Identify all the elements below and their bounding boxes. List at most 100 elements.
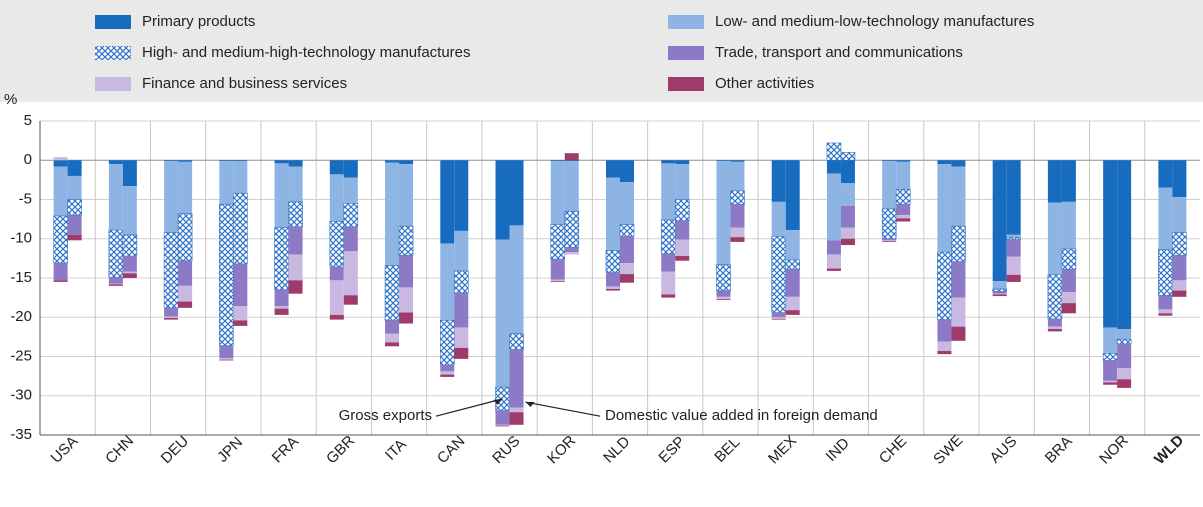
bar-segment (895, 188, 911, 205)
bar-segment (1172, 197, 1187, 233)
y-tick-label: 0 (24, 151, 32, 168)
bar-segment (122, 271, 137, 274)
bar-segment (882, 240, 897, 242)
bar-segment (674, 199, 690, 221)
bar-segment (288, 254, 303, 281)
legend-swatch (668, 15, 704, 29)
bar-segment (233, 192, 248, 265)
bar-segment (329, 174, 344, 222)
bar-segment (730, 161, 745, 191)
bar-segment (992, 288, 1007, 292)
bar-segment (1172, 290, 1187, 297)
bar-segment (840, 183, 855, 206)
bar-segment (1158, 295, 1173, 310)
bar-segment (606, 286, 620, 289)
bar-segment (509, 407, 524, 413)
bar-segment (343, 160, 358, 178)
bar-segment (122, 160, 137, 187)
bar-segment (826, 254, 841, 269)
bar-segment (1061, 303, 1076, 314)
bar-segment (661, 294, 676, 298)
bar-segment (343, 177, 358, 204)
bar-segment (219, 359, 234, 361)
bar-segment (454, 230, 469, 271)
bar-segment (785, 310, 800, 315)
legend: Primary products Low- and medium-low-tech… (95, 13, 1034, 92)
legend-swatch (668, 77, 704, 91)
bar-segment (1047, 326, 1062, 330)
bar-segment (550, 281, 565, 282)
bar-segment (716, 161, 731, 265)
bar-segment (108, 284, 123, 286)
bar-segment (785, 269, 800, 297)
bar-segment (771, 160, 786, 202)
y-tick-label: -20 (10, 308, 32, 325)
bar-segment (219, 345, 234, 359)
bar-segment (122, 256, 137, 272)
bar-segment (440, 374, 455, 377)
bar-segment (329, 221, 345, 268)
bar-segment (1158, 187, 1173, 250)
bar-segment (343, 251, 358, 296)
bar-segment (771, 312, 786, 318)
bar-segment (619, 224, 635, 237)
bar-segment (440, 243, 455, 321)
bar-segment (716, 264, 731, 291)
bar-segment (1103, 382, 1118, 385)
bar-segment (840, 227, 855, 239)
bar-segment (233, 160, 248, 162)
bar-segment (53, 280, 68, 282)
y-tick-label: -15 (10, 269, 32, 286)
bar-segment (1172, 280, 1187, 291)
bar-segment (992, 160, 1007, 282)
bar-segment (343, 295, 358, 305)
bar-segment (164, 161, 179, 233)
bar-segment (509, 160, 524, 226)
bar-segment (399, 160, 414, 165)
bar-segment (1103, 380, 1118, 383)
bar-segment (951, 261, 966, 298)
bar-segment (1158, 309, 1173, 314)
bar-segment (454, 347, 469, 359)
bar-segment (343, 226, 358, 252)
bar-segment (53, 157, 68, 161)
bar-segment (826, 173, 841, 241)
bar-segment (620, 263, 634, 275)
bar-segment (660, 219, 676, 254)
bar-segment (509, 333, 524, 350)
bar-segment (1103, 160, 1118, 328)
x-tick-label: AUS (987, 433, 1021, 467)
annotation-arrow (525, 401, 601, 417)
bar-segment (108, 283, 123, 285)
bar-segment (1047, 274, 1063, 320)
bar-segment (992, 281, 1007, 289)
bar-segment (1158, 160, 1173, 188)
bar-segment (385, 162, 400, 266)
bar-segment (606, 288, 620, 291)
bar-segment (1116, 338, 1132, 345)
bar-segment (771, 236, 787, 313)
bar-segment (564, 153, 579, 161)
bar-segment (1047, 160, 1062, 203)
bar-segment (399, 164, 414, 227)
bar-segment (274, 306, 289, 309)
bar-segment (53, 215, 68, 264)
y-tick-label: -30 (10, 387, 32, 404)
bar-segment (785, 160, 800, 231)
bar-segment (1103, 360, 1118, 381)
bar-segment (67, 215, 82, 235)
bar-segment (675, 164, 690, 200)
bar-segment (564, 210, 580, 248)
bar-segment (385, 333, 400, 343)
bar-segment (730, 190, 745, 205)
bar-segment (882, 161, 897, 209)
bar-segment (564, 161, 579, 212)
bar-segment (1061, 201, 1076, 249)
bar-segment (896, 218, 911, 222)
bar-segment (108, 164, 123, 231)
bar-segment (661, 160, 676, 164)
bar-segment (274, 160, 289, 164)
y-tick-label: -25 (10, 347, 32, 364)
annotation-arrow (435, 398, 503, 417)
bar-segment (992, 291, 1007, 294)
